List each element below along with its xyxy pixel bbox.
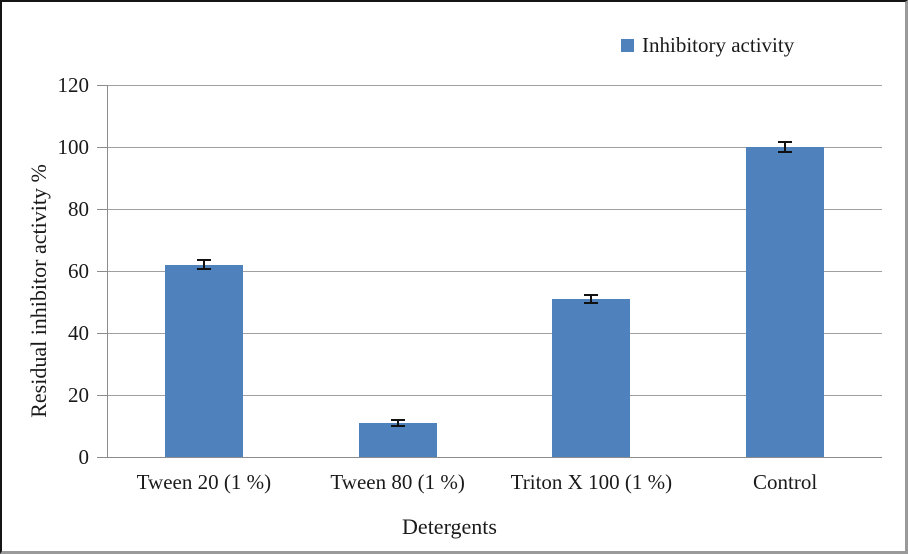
y-axis-tick [97, 394, 107, 396]
error-bar-cap-top [196, 259, 211, 262]
legend[interactable]: Inhibitory activity [621, 33, 794, 57]
y-axis-line [107, 85, 108, 457]
x-category-label: Tween 80 (1 %) [330, 470, 465, 494]
y-axis-tick-label: 60 [68, 259, 89, 283]
error-bar-cap-top [778, 141, 793, 144]
bar-triton-x-100-1[interactable] [552, 298, 631, 457]
gridline [107, 146, 882, 148]
gridline [107, 332, 882, 334]
y-axis-tick-label: 20 [68, 383, 89, 407]
gridline [107, 208, 882, 210]
error-bar-cap-bottom [584, 301, 599, 304]
gridline [107, 84, 882, 86]
y-axis-tick [97, 456, 107, 458]
y-axis-tick-label: 80 [68, 197, 89, 221]
x-category-label: Tween 20 (1 %) [136, 470, 272, 494]
legend-swatch-icon [621, 38, 634, 52]
x-category-label: Control [753, 470, 818, 494]
x-axis-line [107, 456, 882, 458]
bar-tween-20-1[interactable] [164, 264, 243, 457]
y-axis-tick [97, 84, 107, 86]
y-axis-tick-label: 120 [57, 73, 90, 97]
error-bar-cap-bottom [778, 150, 793, 153]
error-bar-line [202, 260, 205, 270]
y-axis-title: Residual inhibitor activity % [26, 164, 51, 418]
y-axis-tick [97, 270, 107, 272]
y-axis-tick [97, 332, 107, 334]
legend-label: Inhibitory activity [642, 33, 795, 57]
error-bar-line [590, 294, 593, 303]
y-axis-tick-label: 40 [68, 321, 89, 345]
y-axis-tick-label: 0 [78, 445, 90, 469]
y-axis-tick [97, 146, 107, 148]
gridline [107, 394, 882, 396]
gridline [107, 270, 882, 272]
x-axis-title: Detergents [402, 514, 497, 539]
error-bar-cap-top [584, 293, 599, 296]
error-bar-line [396, 419, 399, 426]
error-bar-line [784, 142, 787, 152]
error-bar-cap-bottom [196, 268, 211, 271]
y-axis-tick [97, 208, 107, 210]
error-bar-cap-top [390, 418, 405, 421]
y-axis-tick-label: 100 [57, 135, 90, 159]
x-category-label: Triton X 100 (1 %) [510, 470, 673, 494]
bar-tween-80-1[interactable] [358, 422, 437, 457]
error-bar-cap-bottom [390, 425, 405, 427]
bar-control[interactable] [746, 147, 825, 457]
